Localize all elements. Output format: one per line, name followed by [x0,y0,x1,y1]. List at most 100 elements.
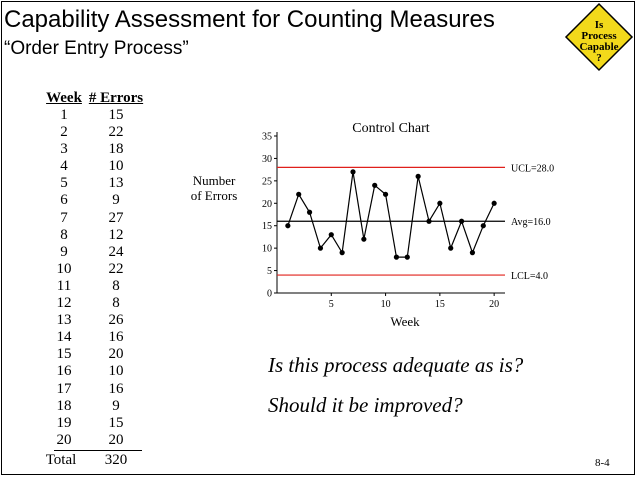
x-tick-label: 20 [489,299,499,310]
errors-cell: 10 [108,363,124,380]
errors-table: Week # Errors 1 15 2 22 3 18 4 10 5 13 6 9 7 27 8 12 9 24… [42,89,146,469]
badge-line: Capable [579,41,619,53]
table-header: Week # Errors [42,89,146,107]
week-cell: 10 [56,260,72,277]
data-point [415,173,421,179]
week-cell: 17 [56,380,72,397]
week-cell: 4 [60,158,68,175]
week-cell: 13 [56,312,72,329]
table-row: 2 22 [42,124,146,141]
table-row: 14 16 [42,329,146,346]
table-row: 7 27 [42,210,146,227]
data-point [458,218,465,224]
column-header-errors: # Errors [88,90,144,106]
errors-cell: 8 [112,295,120,312]
errors-cell: 18 [108,141,124,158]
errors-cell: 24 [108,243,124,260]
data-point [382,191,389,197]
table-row: 20 20 [42,432,146,449]
table-row: 10 22 [42,261,146,278]
data-point [480,223,486,229]
table-body: 1 15 2 22 3 18 4 10 5 13 6 9 7 27 8 12 9 24 10 22 11 8 12 8 13 26… [42,107,146,449]
page-number: 8-4 [595,457,610,469]
table-row: 1 15 [42,107,146,124]
page-title: Capability Assessment for Counting Measu… [4,6,495,33]
errors-cell: 12 [108,226,124,243]
week-cell: 16 [56,363,72,380]
errors-cell: 16 [108,380,124,397]
badge-text: Is Process Capable ? [564,20,634,64]
total-divider [54,449,142,451]
capability-badge: Is Process Capable ? [564,2,634,72]
week-cell: 1 [60,107,68,123]
y-tick-label: 35 [262,132,272,143]
week-cell: 8 [60,226,68,243]
column-header-week: Week [46,90,82,106]
table-row: 4 10 [42,158,146,175]
data-point [469,250,476,256]
errors-cell: 15 [108,414,124,431]
table-row: 8 12 [42,227,146,244]
table-row: 16 10 [42,363,146,380]
week-cell: 19 [56,414,72,431]
data-point [372,182,378,188]
question-adequate: Is this process adequate as is? [268,353,524,377]
x-tick-label: 10 [381,299,391,310]
data-point [296,191,302,197]
series-line [287,171,495,258]
diamond-sign-icon [564,2,634,72]
data-point [350,169,356,175]
table-row: 3 18 [42,141,146,158]
data-point [328,232,334,238]
data-point [306,209,313,215]
y-tick-label: 25 [262,176,272,187]
chart-title: Control Chart [352,121,429,136]
week-cell: 7 [60,209,68,226]
y-axis-label-line: Number [192,173,236,188]
table-row: 17 16 [42,381,146,398]
week-cell: 2 [60,124,68,141]
errors-cell: 22 [108,260,124,277]
reference-line-label: LCL=4.0 [511,271,548,282]
errors-cell: 27 [108,209,124,226]
errors-cell: 9 [112,397,120,414]
y-tick-label: 30 [262,154,272,165]
page-subtitle: “Order Entry Process” [4,38,189,59]
reference-line-label: Avg=16.0 [511,217,551,228]
data-point [361,236,367,242]
badge-line: Process [581,30,617,42]
week-cell: 18 [56,397,72,414]
y-tick-label: 10 [262,244,272,255]
table-row: 12 8 [42,295,146,312]
errors-cell: 8 [112,277,120,294]
table-row: 19 15 [42,415,146,432]
x-axis-label: Week [390,314,420,329]
errors-cell: 26 [108,312,124,329]
errors-cell: 20 [108,431,124,448]
data-point [317,245,324,251]
table-row: 9 24 [42,244,146,261]
reference-line-label: UCL=28.0 [511,163,554,174]
x-tick-label: 15 [435,299,445,310]
week-cell: 14 [56,329,72,346]
y-axis-label-line: of Errors [190,188,238,203]
week-cell: 11 [56,277,72,294]
week-cell: 9 [60,243,68,260]
table-row: 11 8 [42,278,146,295]
data-point [404,254,410,260]
week-cell: 5 [60,175,68,192]
data-point [285,223,291,229]
y-axis-label: Number of Errors [176,173,252,203]
week-cell: 20 [56,431,72,448]
errors-cell: 10 [108,158,124,175]
table-row: 15 20 [42,346,146,363]
week-cell: 12 [56,295,72,312]
table-row: 13 26 [42,312,146,329]
errors-cell: 9 [112,192,120,209]
total-row: Total 320 [42,451,146,469]
question-improve: Should it be improved? [268,393,463,417]
x-tick-label: 5 [329,299,334,310]
errors-cell: 13 [108,175,124,192]
data-point [339,250,345,256]
